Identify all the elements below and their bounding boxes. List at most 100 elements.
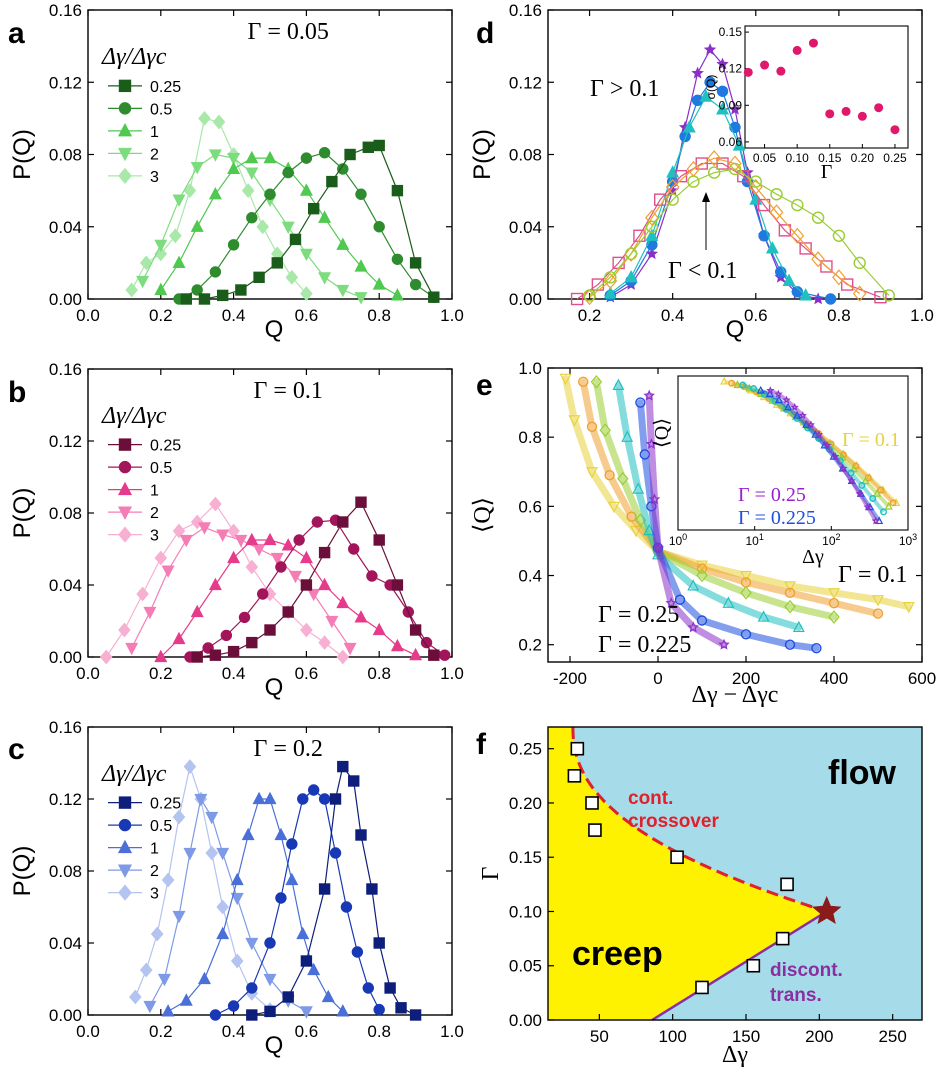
data-point-d-2 — [645, 228, 659, 241]
data-point-a-3 — [139, 255, 153, 271]
legend-label-a: 0.5 — [150, 101, 172, 118]
data-point-c-2 — [172, 910, 186, 924]
data-point-b-1 — [190, 604, 204, 618]
data-point-c-0.25 — [395, 1002, 407, 1014]
legend-label-c: 0.25 — [150, 796, 181, 813]
data-point-d-3 — [778, 224, 792, 237]
data-point-d-3 — [737, 169, 750, 183]
data-point-a-1 — [318, 210, 332, 223]
data-point-d-3 — [841, 278, 854, 291]
series-line-c-3 — [134, 764, 271, 1011]
data-point-a-0.25 — [344, 148, 356, 161]
data-point-a-1 — [172, 255, 186, 268]
legend-label-c: 3 — [150, 886, 159, 903]
transition-line — [651, 910, 828, 1022]
legend-label-a: 0.25 — [150, 79, 181, 96]
data-point-d-2 — [624, 270, 638, 283]
data-point-d-5 — [791, 198, 804, 212]
inset-e-series-band — [769, 388, 878, 522]
panel-f-ytick-label: 0.15 — [509, 848, 542, 867]
panel-b-ytick-label: 0.08 — [49, 504, 82, 523]
legend-marker-c — [118, 818, 132, 832]
data-point-a-0.5 — [409, 278, 422, 291]
data-point-a-3 — [169, 228, 182, 244]
data-point-c-0.5 — [329, 847, 342, 859]
data-point-e-5 — [645, 438, 658, 449]
data-point-a-2 — [227, 153, 241, 166]
panel-d-xlabel: Q — [726, 316, 745, 343]
data-point-e-4 — [635, 397, 646, 408]
data-point-b-1 — [227, 550, 241, 564]
data-point-b-0.25 — [318, 546, 331, 559]
data-point-a-0.25 — [180, 293, 192, 305]
data-point-d-3 — [820, 260, 833, 273]
phase-boundary-point — [780, 877, 794, 892]
panel-d-ytick-label: 0.00 — [509, 290, 542, 309]
data-point-e-4 — [740, 629, 752, 640]
inset-d-data-point — [808, 38, 818, 48]
phase-boundary-point — [695, 980, 709, 995]
data-point-c-2 — [194, 793, 208, 807]
data-point-b-1 — [245, 532, 259, 546]
inset-d-data-point — [760, 60, 770, 70]
panel-d-xtick-label: 0.4 — [661, 306, 685, 325]
legend-label-b: 1 — [150, 483, 159, 500]
data-point-d-5 — [666, 193, 679, 206]
data-point-a-0.5 — [264, 188, 276, 200]
data-point-d-3 — [757, 198, 771, 212]
data-point-e-0 — [902, 602, 915, 614]
panel-a: 0.0 0.2 0.4 0.6 0.8 1.0 0.00 0.04 0.08 0.12 0.16 a Q… — [8, 1, 464, 343]
panel-d-xtick-label: 1.0 — [910, 306, 934, 325]
data-point-c-0.25 — [318, 883, 331, 895]
data-point-c-0.5 — [318, 793, 331, 805]
data-point-a-0.25 — [428, 291, 440, 303]
data-point-d-2 — [765, 241, 779, 254]
data-point-d-1 — [646, 239, 658, 251]
data-point-a-1 — [263, 150, 277, 164]
data-point-c-3 — [161, 872, 175, 888]
data-point-a-2 — [208, 149, 222, 162]
data-point-a-2 — [172, 194, 186, 207]
legend-label-b: 2 — [150, 505, 159, 522]
data-point-a-0.5 — [373, 221, 385, 233]
panel-e-label: e — [476, 369, 493, 402]
inset-d-xtick-label: 0.05 — [753, 151, 777, 165]
data-point-b-0.5 — [275, 561, 287, 573]
data-point-a-3 — [241, 183, 255, 199]
inset-d-xtick-label: 0.15 — [818, 151, 842, 165]
data-point-c-0.25 — [373, 937, 385, 949]
panel-d-ytick-label: 0.08 — [509, 146, 542, 165]
panel-a-xtick-label: 0.4 — [222, 306, 246, 325]
panel-c-xtick-label: 0.0 — [76, 1022, 100, 1041]
data-point-a-0.5 — [191, 284, 203, 296]
inset-d-data-point — [841, 106, 851, 116]
inset-d-data-point — [890, 125, 900, 135]
data-point-b-0.5 — [348, 543, 360, 555]
panel-f-xtick-label: 50 — [590, 1027, 609, 1046]
panel-a-gamma-annotation: Γ = 0.05 — [247, 19, 328, 45]
data-point-a-0.25 — [391, 184, 404, 197]
panel-c-ytick-label: 0.08 — [49, 862, 82, 881]
data-point-c-2 — [245, 937, 259, 951]
data-point-b-1 — [318, 577, 332, 591]
data-point-b-3 — [336, 649, 350, 665]
data-point-a-0.5 — [209, 266, 222, 278]
panel-e-annotation-0.25: Γ = 0.25 — [598, 602, 679, 628]
series-line-c-2 — [149, 797, 307, 1012]
data-point-b-3 — [172, 523, 186, 539]
data-point-e-3 — [612, 378, 625, 390]
data-point-d-5 — [770, 188, 783, 201]
legend-label-b: 0.5 — [150, 460, 172, 477]
data-point-c-0.5 — [373, 1003, 385, 1016]
data-point-b-3 — [300, 622, 313, 638]
panel-b-gamma-annotation: Γ = 0.1 — [253, 378, 322, 404]
data-point-c-3 — [172, 809, 186, 825]
data-point-b-2 — [270, 552, 284, 566]
inset-d-data-point — [874, 103, 884, 113]
inset-d-ytick-label: 0.15 — [719, 25, 743, 39]
panel-d-ytick-label: 0.04 — [509, 218, 542, 237]
data-point-c-0.5 — [246, 982, 258, 994]
data-point-e-0 — [828, 588, 840, 600]
data-point-e-1 — [784, 587, 796, 599]
phase-boundary-point — [670, 850, 684, 865]
